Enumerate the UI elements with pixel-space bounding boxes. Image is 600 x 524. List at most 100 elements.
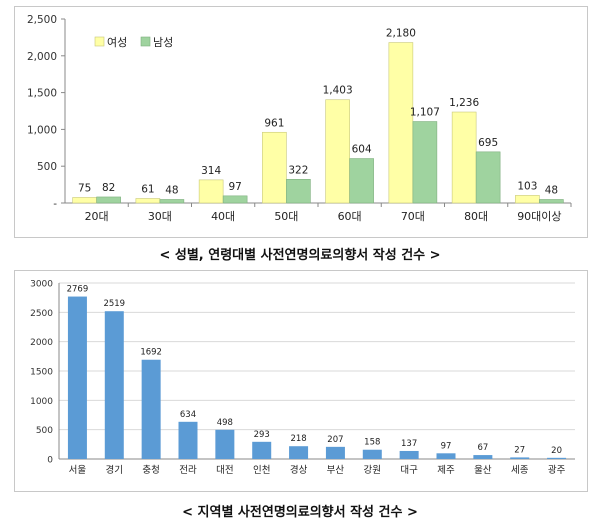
x-tick-label: 50대 xyxy=(274,210,298,223)
x-tick-label: 70대 xyxy=(401,210,425,223)
x-tick-label: 광주 xyxy=(548,464,566,476)
bar-female xyxy=(198,179,224,204)
bar xyxy=(362,449,382,459)
x-tick-label: 전라 xyxy=(179,465,197,476)
bar-male xyxy=(349,158,374,204)
bar-male xyxy=(475,151,501,204)
bar xyxy=(289,446,309,459)
data-label: 61 xyxy=(141,184,154,196)
data-label: 103 xyxy=(517,180,537,192)
bar-female xyxy=(515,195,540,204)
data-label: 1,236 xyxy=(449,97,479,109)
y-tick-label: 3000 xyxy=(30,280,53,290)
bar xyxy=(510,457,530,459)
bar-male xyxy=(286,179,311,204)
data-label: 20 xyxy=(551,446,562,456)
y-tick-label: 500 xyxy=(37,161,57,173)
y-tick-label: 500 xyxy=(36,426,53,436)
bar-female xyxy=(262,131,287,204)
data-label: 97 xyxy=(228,181,241,193)
y-tick-label: 2,000 xyxy=(27,51,57,63)
data-label: 27 xyxy=(514,445,525,455)
y-tick-label: 1500 xyxy=(30,368,53,378)
legend-swatch xyxy=(94,36,105,47)
bar-female xyxy=(72,197,97,204)
region-chart: 0 500 1000 1500 2000 2500 3000 2769 서울 2519 경기 1692… xyxy=(14,270,588,492)
x-tick-label: 충청 xyxy=(142,465,159,476)
x-tick-label: 80대 xyxy=(464,210,488,223)
data-label: 218 xyxy=(290,434,306,444)
x-tick-label: 대구 xyxy=(400,465,418,476)
data-label: 498 xyxy=(217,418,233,428)
data-label: 634 xyxy=(180,410,196,420)
data-label: 158 xyxy=(364,438,380,448)
x-tick-label: 대전 xyxy=(216,465,233,476)
age-gender-chart: - 500 1,000 1,500 2,000 2,500 20대 75 82 30대 61 48 40… xyxy=(14,6,588,238)
bar xyxy=(325,446,345,459)
data-label: 207 xyxy=(327,435,343,445)
bar-male xyxy=(159,199,185,204)
legend-label: 여성 xyxy=(107,36,127,49)
y-tick-label: 1,000 xyxy=(27,124,57,136)
bar-female xyxy=(451,111,477,204)
bar xyxy=(473,455,493,459)
x-tick-label: 세종 xyxy=(511,465,529,476)
bar-female xyxy=(135,198,161,204)
data-label: 2769 xyxy=(67,285,89,295)
x-tick-label: 60대 xyxy=(338,210,362,223)
age-gender-chart-title: < 성별, 연령대별 사전연명의료의향서 작성 건수 > xyxy=(159,248,441,263)
data-label: 293 xyxy=(254,430,270,440)
bar-male xyxy=(412,121,438,204)
y-tick-label: 0 xyxy=(47,456,53,466)
data-label: 322 xyxy=(288,164,308,176)
data-label: 82 xyxy=(102,182,115,194)
bar-female xyxy=(325,99,350,204)
bar xyxy=(67,296,87,459)
region-chart-title: < 지역별 사전연명의료의향서 작성 건수 > xyxy=(182,505,418,520)
bar-male xyxy=(539,199,564,204)
data-label: 48 xyxy=(545,184,558,196)
x-tick-label: 경기 xyxy=(106,464,123,476)
x-tick-label: 제주 xyxy=(437,465,455,476)
bar xyxy=(141,359,161,459)
bar xyxy=(178,421,198,459)
y-tick-label: - xyxy=(53,198,57,210)
legend-swatch xyxy=(140,36,151,47)
x-tick-label: 경상 xyxy=(290,464,308,476)
x-tick-label: 부산 xyxy=(327,465,345,476)
data-label: 67 xyxy=(477,443,488,453)
bar xyxy=(215,429,235,459)
age-gender-chart-svg: - 500 1,000 1,500 2,000 2,500 20대 75 82 30대 61 48 40… xyxy=(27,14,572,223)
bar xyxy=(436,453,456,459)
bar-female xyxy=(388,42,414,204)
y-tick-label: 1000 xyxy=(30,397,53,407)
x-tick-label: 강원 xyxy=(364,465,381,476)
data-label: 97 xyxy=(441,441,452,451)
region-chart-svg: 0 500 1000 1500 2000 2500 3000 2769 서울 2519 경기 1692… xyxy=(30,280,575,476)
data-label: 961 xyxy=(264,117,284,129)
y-tick-label: 2000 xyxy=(30,338,53,348)
x-tick-label: 인천 xyxy=(253,465,270,476)
data-label: 48 xyxy=(165,184,178,196)
x-tick-label: 20대 xyxy=(85,210,109,223)
x-tick-label: 울산 xyxy=(474,465,492,476)
y-tick-label: 2500 xyxy=(30,309,53,319)
legend-label: 남성 xyxy=(153,36,173,49)
data-label: 1,107 xyxy=(410,107,440,119)
data-label: 314 xyxy=(201,165,221,177)
data-label: 137 xyxy=(401,439,417,449)
data-label: 2519 xyxy=(103,299,125,309)
bar xyxy=(547,457,567,459)
bar xyxy=(399,450,419,459)
data-label: 1692 xyxy=(140,348,162,358)
bar-male xyxy=(96,196,121,204)
data-label: 695 xyxy=(478,137,498,149)
data-label: 75 xyxy=(78,182,91,194)
y-tick-label: 2,500 xyxy=(27,14,57,26)
x-tick-label: 40대 xyxy=(211,210,235,223)
bar xyxy=(252,441,272,459)
x-tick-label: 서울 xyxy=(69,465,87,476)
bar-male xyxy=(222,195,248,204)
x-tick-label: 90대이상 xyxy=(517,210,561,223)
data-label: 2,180 xyxy=(386,28,416,40)
